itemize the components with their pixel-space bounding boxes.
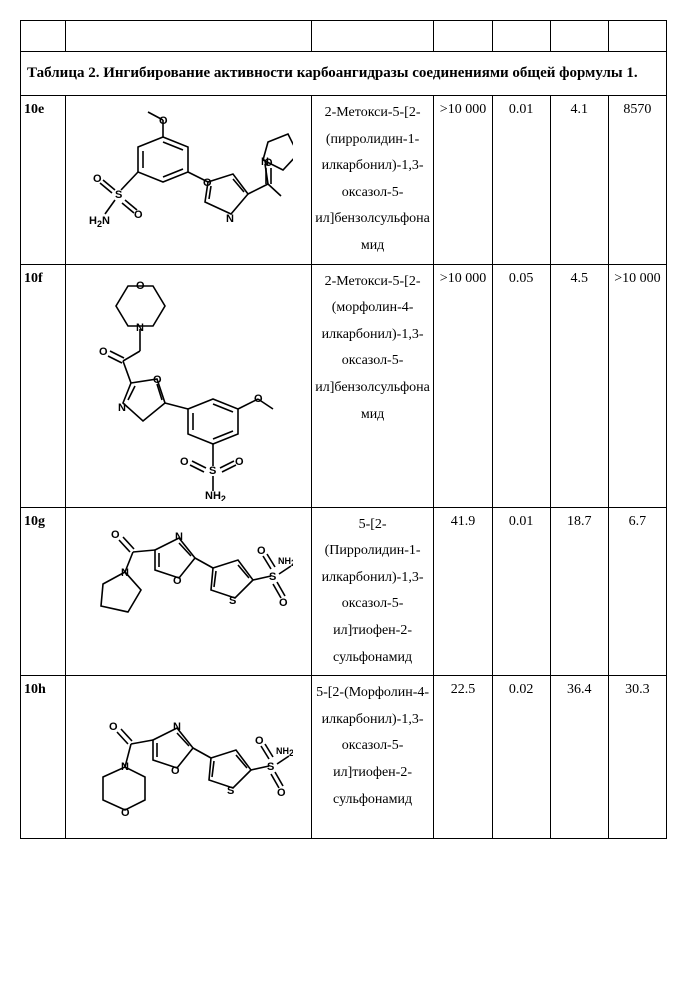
svg-text:O: O: [279, 597, 288, 609]
value-3: 18.7: [550, 507, 608, 676]
svg-text:O: O: [180, 456, 189, 468]
structure-10e: O S O O H2N O N O N: [83, 102, 293, 242]
table-row: 10e O S O O H2N O: [21, 96, 667, 265]
svg-text:N: N: [226, 213, 234, 225]
table-title-row: Таблица 2. Ингибирование активности карб…: [21, 52, 667, 96]
value-4: >10 000: [608, 264, 666, 507]
structure-cell: N O O N O S S O O NH: [66, 676, 311, 839]
svg-text:O: O: [257, 545, 266, 557]
svg-text:O: O: [109, 721, 118, 733]
value-3: 4.1: [550, 96, 608, 265]
svg-text:O: O: [111, 529, 120, 541]
svg-text:N: N: [121, 567, 129, 579]
table-row: 10f O N O O N: [21, 264, 667, 507]
compound-id: 10h: [21, 676, 66, 839]
value-2: 0.05: [492, 264, 550, 507]
table-row: 10h N O O N O S S: [21, 676, 667, 839]
compound-name: 2-Метокси-5-[2-(пирролидин-1-илкарбонил)…: [311, 96, 434, 265]
svg-text:N: N: [118, 402, 126, 414]
svg-text:NH2: NH2: [276, 746, 293, 758]
svg-text:O: O: [235, 456, 244, 468]
value-1: 22.5: [434, 676, 492, 839]
svg-text:O: O: [153, 374, 162, 386]
compound-id: 10g: [21, 507, 66, 676]
compound-name: 2-Метокси-5-[2-(морфолин-4-илкарбонил)-1…: [311, 264, 434, 507]
svg-text:O: O: [277, 787, 286, 799]
svg-text:N: N: [175, 531, 183, 543]
svg-text:O: O: [255, 735, 264, 747]
header-empty-row: [21, 21, 667, 52]
structure-cell: O N O O N O S: [66, 264, 311, 507]
value-2: 0.01: [492, 507, 550, 676]
value-3: 4.5: [550, 264, 608, 507]
svg-text:O: O: [134, 209, 143, 221]
value-1: >10 000: [434, 264, 492, 507]
svg-text:O: O: [93, 173, 102, 185]
svg-text:O: O: [136, 280, 145, 292]
value-2: 0.01: [492, 96, 550, 265]
value-3: 36.4: [550, 676, 608, 839]
svg-text:S: S: [267, 761, 274, 773]
svg-text:S: S: [209, 465, 216, 477]
svg-text:O: O: [173, 575, 182, 587]
structure-10g: N O N O S S O O NH2: [83, 514, 293, 644]
compounds-table: Таблица 2. Ингибирование активности карб…: [20, 20, 667, 839]
table-title: Таблица 2. Ингибирование активности карб…: [21, 52, 667, 96]
svg-text:NH2: NH2: [278, 556, 293, 568]
value-1: >10 000: [434, 96, 492, 265]
svg-text:S: S: [227, 785, 234, 797]
structure-cell: O S O O H2N O N O N: [66, 96, 311, 265]
svg-text:O: O: [159, 115, 168, 127]
table-row: 10g N O N O S S O: [21, 507, 667, 676]
value-4: 6.7: [608, 507, 666, 676]
svg-text:S: S: [115, 189, 122, 201]
structure-cell: N O N O S S O O NH2: [66, 507, 311, 676]
svg-text:NH2: NH2: [205, 490, 226, 501]
svg-text:S: S: [229, 595, 236, 607]
svg-text:O: O: [121, 807, 130, 819]
value-4: 30.3: [608, 676, 666, 839]
svg-text:O: O: [203, 177, 212, 189]
structure-10f: O N O O N O S: [83, 271, 293, 501]
compound-name: 5-[2-(Пирролидин-1-илкарбонил)-1,3-оксаз…: [311, 507, 434, 676]
value-4: 8570: [608, 96, 666, 265]
svg-text:O: O: [171, 765, 180, 777]
svg-text:H2N: H2N: [89, 215, 110, 229]
value-2: 0.02: [492, 676, 550, 839]
svg-text:S: S: [269, 571, 276, 583]
structure-10h: N O O N O S S O O NH: [83, 682, 293, 832]
svg-text:O: O: [254, 393, 263, 405]
svg-text:N: N: [173, 721, 181, 733]
value-1: 41.9: [434, 507, 492, 676]
compound-id: 10e: [21, 96, 66, 265]
compound-name: 5-[2-(Морфолин-4-илкарбонил)-1,3-оксазол…: [311, 676, 434, 839]
compound-id: 10f: [21, 264, 66, 507]
svg-text:O: O: [99, 346, 108, 358]
